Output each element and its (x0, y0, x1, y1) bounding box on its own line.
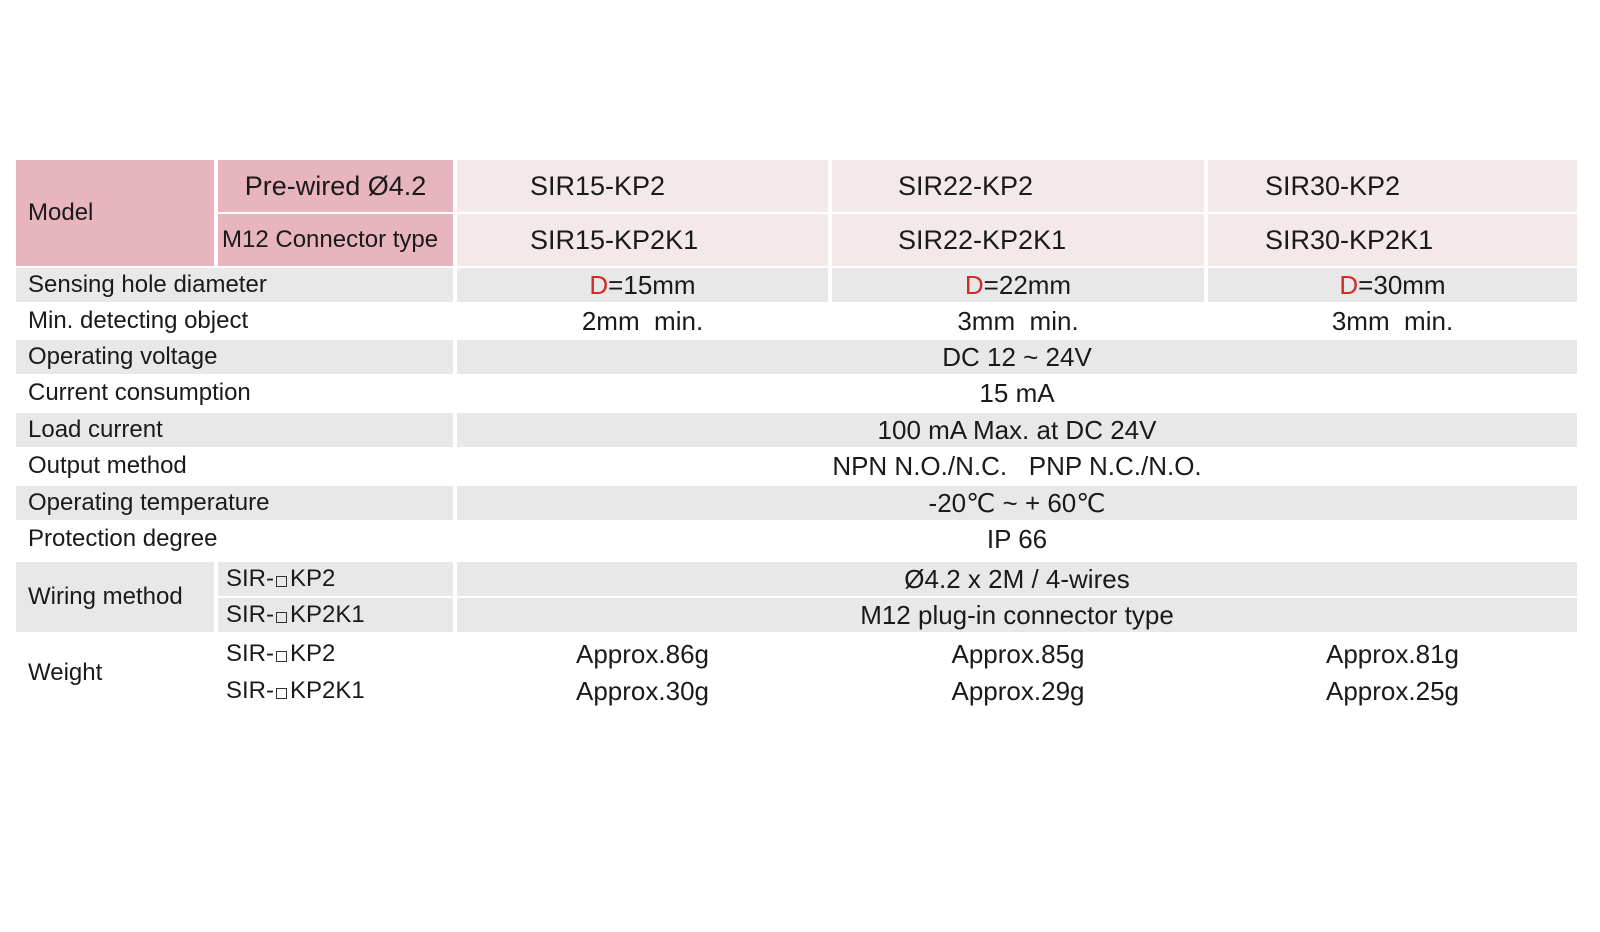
sensing-value-1: D =15mm (457, 268, 828, 302)
row-label: Weight (28, 659, 103, 686)
load-label-cell: Load current (16, 413, 453, 447)
cell-value: DC 12 ~ 24V (942, 341, 1092, 372)
model-suffix: KP2 (290, 565, 336, 592)
placeholder-box-icon (276, 575, 287, 587)
prewired-label: Pre-wired Ø4.2 (244, 170, 427, 201)
cell-value: M12 plug-in connector type (860, 599, 1174, 630)
weight-value-2-3: Approx.25g (1208, 673, 1577, 709)
temperature-value: -20℃ ~ + 60℃ (457, 486, 1577, 520)
load-value: 100 mA Max. at DC 24V (457, 413, 1577, 447)
row-label: Operating temperature (28, 489, 270, 516)
protection-value: IP 66 (457, 520, 1577, 558)
model-prefix: SIR- (226, 640, 274, 667)
sensing-value-2: D =22mm (832, 268, 1204, 302)
row-label: Min. detecting object (28, 307, 249, 334)
cell-value: Approx.86g (576, 638, 709, 669)
model-name: SIR22-KP2 (898, 170, 1034, 201)
cell-value: =22mm (983, 269, 1072, 300)
wiring-sub2-cell: SIR- KP2K1 (218, 598, 453, 632)
current-value: 15 mA (457, 374, 1577, 412)
model-suffix: KP2K1 (290, 677, 365, 704)
model-prefix: SIR- (226, 601, 274, 628)
diameter-symbol: D (589, 269, 609, 300)
placeholder-box-icon (276, 687, 287, 699)
min-object-value-1: 2mm min. (457, 302, 828, 340)
voltage-label-cell: Operating voltage (16, 340, 453, 374)
voltage-value: DC 12 ~ 24V (457, 340, 1577, 374)
row-label: Current consumption (28, 379, 251, 406)
cell-value: 3mm min. (1331, 305, 1454, 336)
output-label-cell: Output method (16, 447, 453, 485)
row-label: Load current (28, 416, 163, 443)
model-prefix: SIR- (226, 565, 274, 592)
weight-sub2-cell: SIR- KP2K1 (218, 673, 453, 709)
row-label: Wiring method (28, 583, 183, 610)
row-label: Operating voltage (28, 343, 218, 370)
wiring-sub1-cell: SIR- KP2 (218, 562, 453, 596)
cell-value: Approx.29g (951, 675, 1085, 706)
cell-value: 3mm min. (957, 305, 1079, 336)
wiring-value-1: Ø4.2 x 2M / 4-wires (457, 562, 1577, 596)
row-label: Sensing hole diameter (28, 271, 267, 298)
weight-value-1-2: Approx.85g (832, 636, 1204, 672)
temperature-label-cell: Operating temperature (16, 486, 453, 520)
placeholder-box-icon (276, 650, 287, 662)
row-label: Protection degree (28, 525, 218, 552)
model-name: SIR30-KP2 (1265, 170, 1401, 201)
model-label: Model (28, 199, 94, 226)
cell-value: Approx.85g (951, 638, 1085, 669)
cell-value: Ø4.2 x 2M / 4-wires (904, 563, 1130, 594)
model-suffix: KP2K1 (290, 601, 365, 628)
model-prefix: SIR- (226, 677, 274, 704)
min-object-label-cell: Min. detecting object (16, 302, 453, 340)
cell-value: 2mm min. (581, 305, 704, 336)
model-name: SIR15-KP2 (530, 170, 666, 201)
cell-value: 100 mA Max. at DC 24V (877, 414, 1157, 445)
current-label-cell: Current consumption (16, 374, 453, 412)
weight-value-2-2: Approx.29g (832, 673, 1204, 709)
weight-label-cell: Weight (16, 636, 214, 710)
m12-label-cell: M12 Connector type (218, 214, 453, 266)
diameter-symbol: D (964, 269, 984, 300)
wiring-label-cell: Wiring method (16, 562, 214, 632)
m12-label: M12 Connector type (222, 226, 439, 253)
m12-model-2: SIR22-KP2K1 (832, 214, 1204, 266)
diameter-symbol: D (1339, 269, 1359, 300)
model-name: SIR30-KP2K1 (1265, 224, 1434, 255)
model-name: SIR15-KP2K1 (530, 224, 699, 255)
sensing-label-cell: Sensing hole diameter (16, 268, 453, 302)
row-label: Output method (28, 452, 187, 479)
min-object-value-3: 3mm min. (1208, 302, 1577, 340)
cell-value: 15 mA (979, 377, 1055, 408)
prewired-label-cell: Pre-wired Ø4.2 (218, 160, 453, 212)
cell-value: =15mm (608, 269, 696, 300)
m12-model-1: SIR15-KP2K1 (457, 214, 828, 266)
protection-label-cell: Protection degree (16, 520, 453, 558)
cell-value: -20℃ ~ + 60℃ (928, 487, 1106, 518)
cell-value: Approx.81g (1326, 638, 1459, 669)
cell-value: Approx.25g (1326, 675, 1459, 706)
weight-value-1-3: Approx.81g (1208, 636, 1577, 672)
output-value: NPN N.O./N.C. PNP N.C./N.O. (457, 447, 1577, 485)
prewired-model-1: SIR15-KP2 (457, 160, 828, 212)
model-label-cell: Model (16, 160, 214, 266)
cell-value: NPN N.O./N.C. PNP N.C./N.O. (832, 450, 1202, 481)
placeholder-box-icon (276, 611, 287, 623)
model-suffix: KP2 (290, 640, 336, 667)
prewired-model-3: SIR30-KP2 (1208, 160, 1577, 212)
cell-value: Approx.30g (576, 675, 709, 706)
sensing-value-3: D =30mm (1208, 268, 1577, 302)
weight-value-1-1: Approx.86g (457, 636, 828, 672)
prewired-model-2: SIR22-KP2 (832, 160, 1204, 212)
min-object-value-2: 3mm min. (832, 302, 1204, 340)
cell-value: IP 66 (986, 523, 1048, 554)
weight-sub1-cell: SIR- KP2 (218, 636, 453, 672)
wiring-value-2: M12 plug-in connector type (457, 598, 1577, 632)
weight-value-2-1: Approx.30g (457, 673, 828, 709)
model-name: SIR22-KP2K1 (898, 224, 1067, 255)
m12-model-3: SIR30-KP2K1 (1208, 214, 1577, 266)
cell-value: =30mm (1358, 269, 1446, 300)
